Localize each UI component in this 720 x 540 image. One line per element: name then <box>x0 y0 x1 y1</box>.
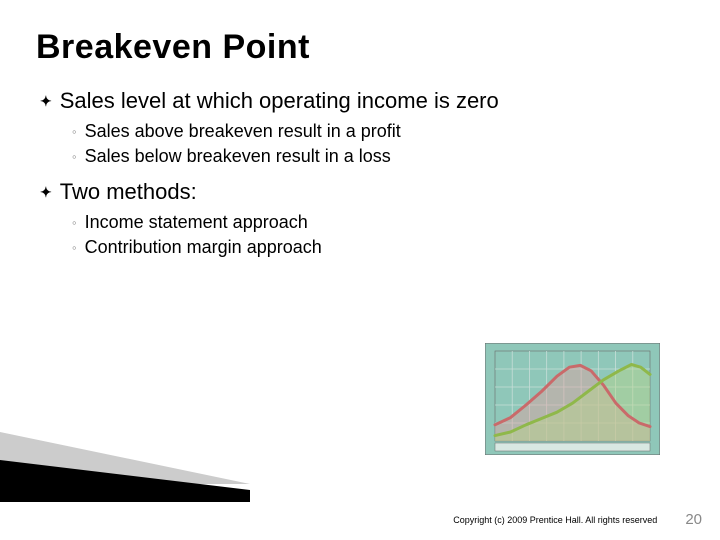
sub-bullet-item: ◦ Sales below breakeven result in a loss <box>72 145 684 168</box>
bullet-text: Two methods: <box>60 178 197 207</box>
slide: Breakeven Point ✦ Sales level at which o… <box>0 0 720 540</box>
copyright-text: Copyright (c) 2009 Prentice Hall. All ri… <box>453 515 657 525</box>
sub-bullet-text: Sales below breakeven result in a loss <box>85 145 391 168</box>
slide-title: Breakeven Point <box>36 28 684 67</box>
sub-list: ◦ Income statement approach ◦ Contributi… <box>72 211 684 260</box>
sub-bullet-item: ◦ Contribution margin approach <box>72 236 684 259</box>
corner-wedge-decoration <box>0 432 250 502</box>
sub-bullet-item: ◦ Sales above breakeven result in a prof… <box>72 120 684 143</box>
ring-icon: ◦ <box>72 240 77 255</box>
sub-bullet-text: Sales above breakeven result in a profit <box>85 120 401 143</box>
bullet-icon: ✦ <box>40 184 52 201</box>
slide-content: ✦ Sales level at which operating income … <box>36 87 684 260</box>
sub-list: ◦ Sales above breakeven result in a prof… <box>72 120 684 169</box>
sub-bullet-text: Contribution margin approach <box>85 236 322 259</box>
bullet-item: ✦ Two methods: <box>40 178 684 207</box>
bullet-text: Sales level at which operating income is… <box>60 87 499 116</box>
ring-icon: ◦ <box>72 149 77 164</box>
breakeven-chart <box>485 343 660 455</box>
bullet-item: ✦ Sales level at which operating income … <box>40 87 684 116</box>
bullet-icon: ✦ <box>40 93 52 110</box>
sub-bullet-item: ◦ Income statement approach <box>72 211 684 234</box>
slide-footer: Copyright (c) 2009 Prentice Hall. All ri… <box>453 511 702 528</box>
ring-icon: ◦ <box>72 124 77 139</box>
page-number: 20 <box>685 511 702 528</box>
sub-bullet-text: Income statement approach <box>85 211 308 234</box>
ring-icon: ◦ <box>72 215 77 230</box>
